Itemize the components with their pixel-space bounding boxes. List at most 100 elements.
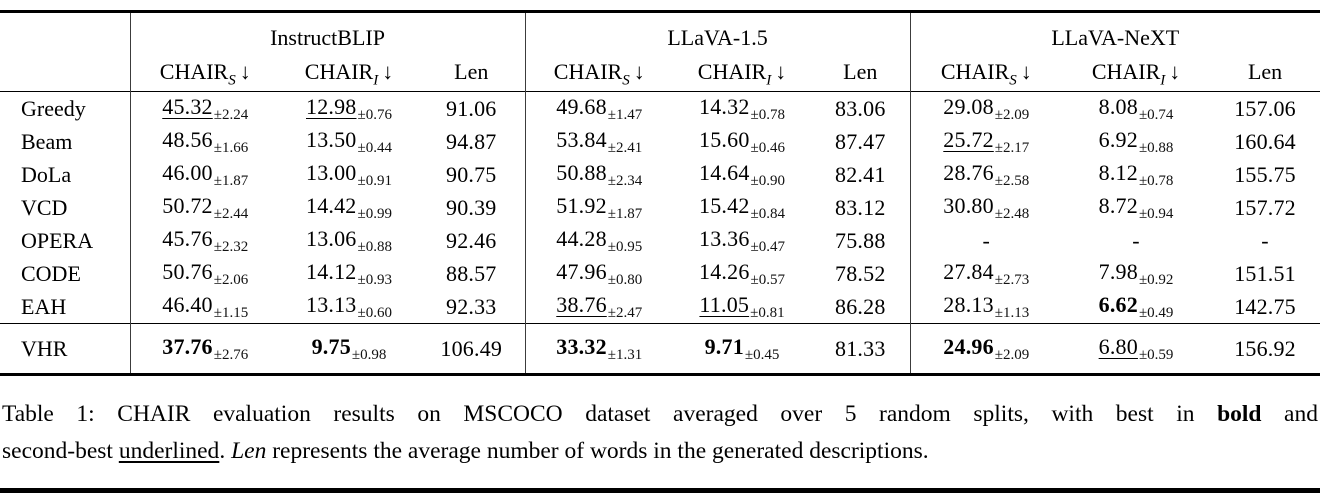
metric-cell: 8.08±0.74 <box>1062 92 1210 126</box>
metric-value: 50.76 <box>162 258 213 284</box>
metric-cell: 6.92±0.88 <box>1062 125 1210 158</box>
std-dev: ±0.46 <box>750 139 785 156</box>
metric-cell: 90.75 <box>418 158 525 191</box>
metric-cell: 14.42±0.99 <box>280 191 418 224</box>
metric-cell: 160.64 <box>1210 125 1320 158</box>
metric-value: - <box>1132 227 1140 253</box>
table-row: CODE 50.76±2.06 14.12±0.93 88.57 47.96±0.80 1… <box>0 257 1320 290</box>
std-dev: ±0.98 <box>351 346 387 363</box>
metric-cell: 45.76±2.32 <box>129 224 280 257</box>
caption-segment: underlined <box>118 438 220 464</box>
std-dev: ±2.17 <box>994 139 1030 156</box>
metric-cell: 13.36±0.47 <box>673 224 811 257</box>
metric-cell: 24.96±2.09 <box>909 323 1063 375</box>
metric-value: 75.88 <box>835 227 886 253</box>
metric-value: 83.12 <box>835 194 886 220</box>
model-group-header: LLaVA-1.5 <box>524 11 911 53</box>
metric-value: 8.72 <box>1098 192 1138 218</box>
std-dev: ±1.15 <box>213 304 249 321</box>
metric-cell: 6.80±0.59 <box>1062 324 1210 375</box>
table-header: InstructBLIP LLaVA-1.5 LLaVA-NeXT CHAIRS ↓ CH… <box>0 11 1320 92</box>
std-dev: ±0.59 <box>1138 346 1174 363</box>
metric-name: CHAIR <box>1091 59 1161 84</box>
metric-cell: 82.41 <box>811 158 910 191</box>
metric-cell: 28.13±1.13 <box>909 290 1063 324</box>
metric-cell: 90.39 <box>418 191 525 224</box>
metric-cell: 7.98±0.92 <box>1062 257 1210 290</box>
down-arrow-icon: ↓ <box>1020 59 1032 84</box>
metric-value: 9.71 <box>704 333 744 359</box>
row-label: Beam <box>21 128 73 154</box>
metric-cell: 50.72±2.44 <box>129 191 280 224</box>
std-dev: ±0.99 <box>357 205 392 222</box>
metric-subscript: I <box>373 72 379 89</box>
metric-value: 14.32 <box>699 93 750 119</box>
metric-cell: 15.42±0.84 <box>673 191 811 224</box>
caption-segment: bold <box>1217 401 1262 427</box>
std-dev: ±0.78 <box>750 106 785 123</box>
metric-value: 45.32 <box>162 93 213 119</box>
metric-value: 14.12 <box>306 258 357 284</box>
std-dev: ±0.45 <box>744 346 780 363</box>
metric-cell: 9.71±0.45 <box>673 324 811 375</box>
metric-value: 156.92 <box>1234 335 1296 361</box>
metric-value: 12.98 <box>306 93 357 119</box>
metric-cell: 94.87 <box>418 125 525 158</box>
metric-value: 14.26 <box>699 258 750 284</box>
row-label: EAH <box>21 293 67 319</box>
metric-cell: 13.00±0.91 <box>280 158 418 191</box>
metric-value: 157.72 <box>1234 194 1296 220</box>
metric-value: 6.80 <box>1098 333 1138 359</box>
std-dev: ±2.41 <box>607 139 643 156</box>
metric-cell: 50.76±2.06 <box>129 257 280 290</box>
std-dev: ±2.73 <box>994 271 1030 288</box>
metric-name: Len <box>454 59 489 84</box>
corner-cell <box>0 53 130 92</box>
table-row: DoLa 46.00±1.87 13.00±0.91 90.75 50.88±2.34 1… <box>0 158 1320 191</box>
std-dev: ±1.87 <box>213 172 249 189</box>
metric-cell: 157.72 <box>1210 191 1320 224</box>
metric-value: 13.06 <box>306 225 357 251</box>
metric-value: 29.08 <box>943 93 994 119</box>
metric-value: 157.06 <box>1234 95 1296 121</box>
std-dev: ±1.47 <box>607 106 643 123</box>
down-arrow-icon: ↓ <box>239 59 251 84</box>
std-dev: ±1.66 <box>213 139 249 156</box>
metric-header-row: CHAIRS ↓ CHAIRI ↓ Len CHAIRS ↓ CHAIRI ↓ Len CHAIRS… <box>0 53 1320 92</box>
metric-value: 155.75 <box>1234 161 1296 187</box>
metric-name: Len <box>843 59 878 84</box>
metric-value: 38.76 <box>556 291 607 317</box>
metric-header: CHAIRS ↓ <box>909 53 1063 92</box>
metric-value: 49.68 <box>556 93 607 119</box>
metric-value: 47.96 <box>556 258 607 284</box>
metric-name: CHAIR <box>697 59 767 84</box>
metric-value: 8.12 <box>1098 159 1138 185</box>
metric-header: CHAIRS ↓ <box>129 53 280 92</box>
metric-subscript: S <box>622 72 630 89</box>
metric-subscript: S <box>1009 72 1017 89</box>
metric-cell: 48.56±1.66 <box>129 125 280 158</box>
std-dev: ±0.60 <box>357 304 392 321</box>
metric-value: 50.72 <box>162 192 213 218</box>
metric-value: 25.72 <box>943 126 994 152</box>
metric-cell: 12.98±0.76 <box>280 92 418 126</box>
metric-header: CHAIRI ↓ <box>1062 53 1210 92</box>
caption-segment: Len <box>231 438 267 464</box>
std-dev: ±0.88 <box>357 238 392 255</box>
std-dev: ±2.48 <box>994 205 1030 222</box>
std-dev: ±0.91 <box>357 172 392 189</box>
metric-value: 30.80 <box>943 192 994 218</box>
metric-cell: 49.68±1.47 <box>524 91 674 125</box>
std-dev: ±2.06 <box>213 271 249 288</box>
table-row: Beam 48.56±1.66 13.50±0.44 94.87 53.84±2.41 1… <box>0 125 1320 158</box>
std-dev: ±2.76 <box>213 346 249 363</box>
metric-cell: 92.46 <box>418 224 525 257</box>
metric-value: 91.06 <box>446 95 497 121</box>
metric-value: 88.57 <box>446 260 497 286</box>
metric-value: 92.46 <box>446 227 497 253</box>
std-dev: ±0.95 <box>607 238 643 255</box>
page-rule <box>0 488 1320 493</box>
metric-value: 11.05 <box>699 291 750 317</box>
down-arrow-icon: ↓ <box>633 59 645 84</box>
